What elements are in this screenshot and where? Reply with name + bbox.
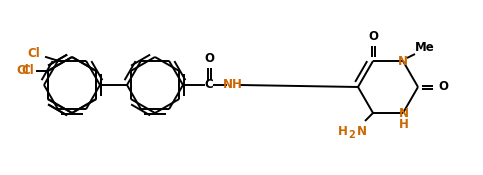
Text: H: H	[399, 118, 409, 131]
Text: NH: NH	[223, 79, 243, 92]
Text: O: O	[438, 80, 448, 93]
Text: Cl: Cl	[28, 47, 41, 60]
Text: 2: 2	[349, 130, 355, 140]
Text: O: O	[204, 51, 214, 65]
Text: C: C	[205, 79, 213, 92]
Text: O: O	[368, 30, 378, 43]
Text: H: H	[338, 125, 348, 138]
Text: N: N	[398, 55, 408, 68]
Text: N: N	[357, 125, 367, 138]
Text: Cl: Cl	[16, 64, 29, 76]
Text: Me: Me	[415, 41, 435, 54]
Text: N: N	[399, 107, 409, 120]
Text: Cl: Cl	[21, 64, 34, 76]
